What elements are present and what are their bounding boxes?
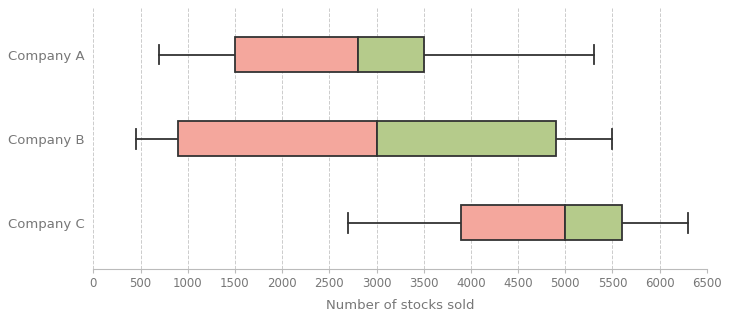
- Bar: [178, 121, 377, 156]
- X-axis label: Number of stocks sold: Number of stocks sold: [326, 299, 474, 312]
- Bar: [377, 121, 556, 156]
- Bar: [235, 37, 358, 72]
- Bar: [565, 205, 622, 240]
- Bar: [358, 37, 423, 72]
- Bar: [461, 205, 565, 240]
